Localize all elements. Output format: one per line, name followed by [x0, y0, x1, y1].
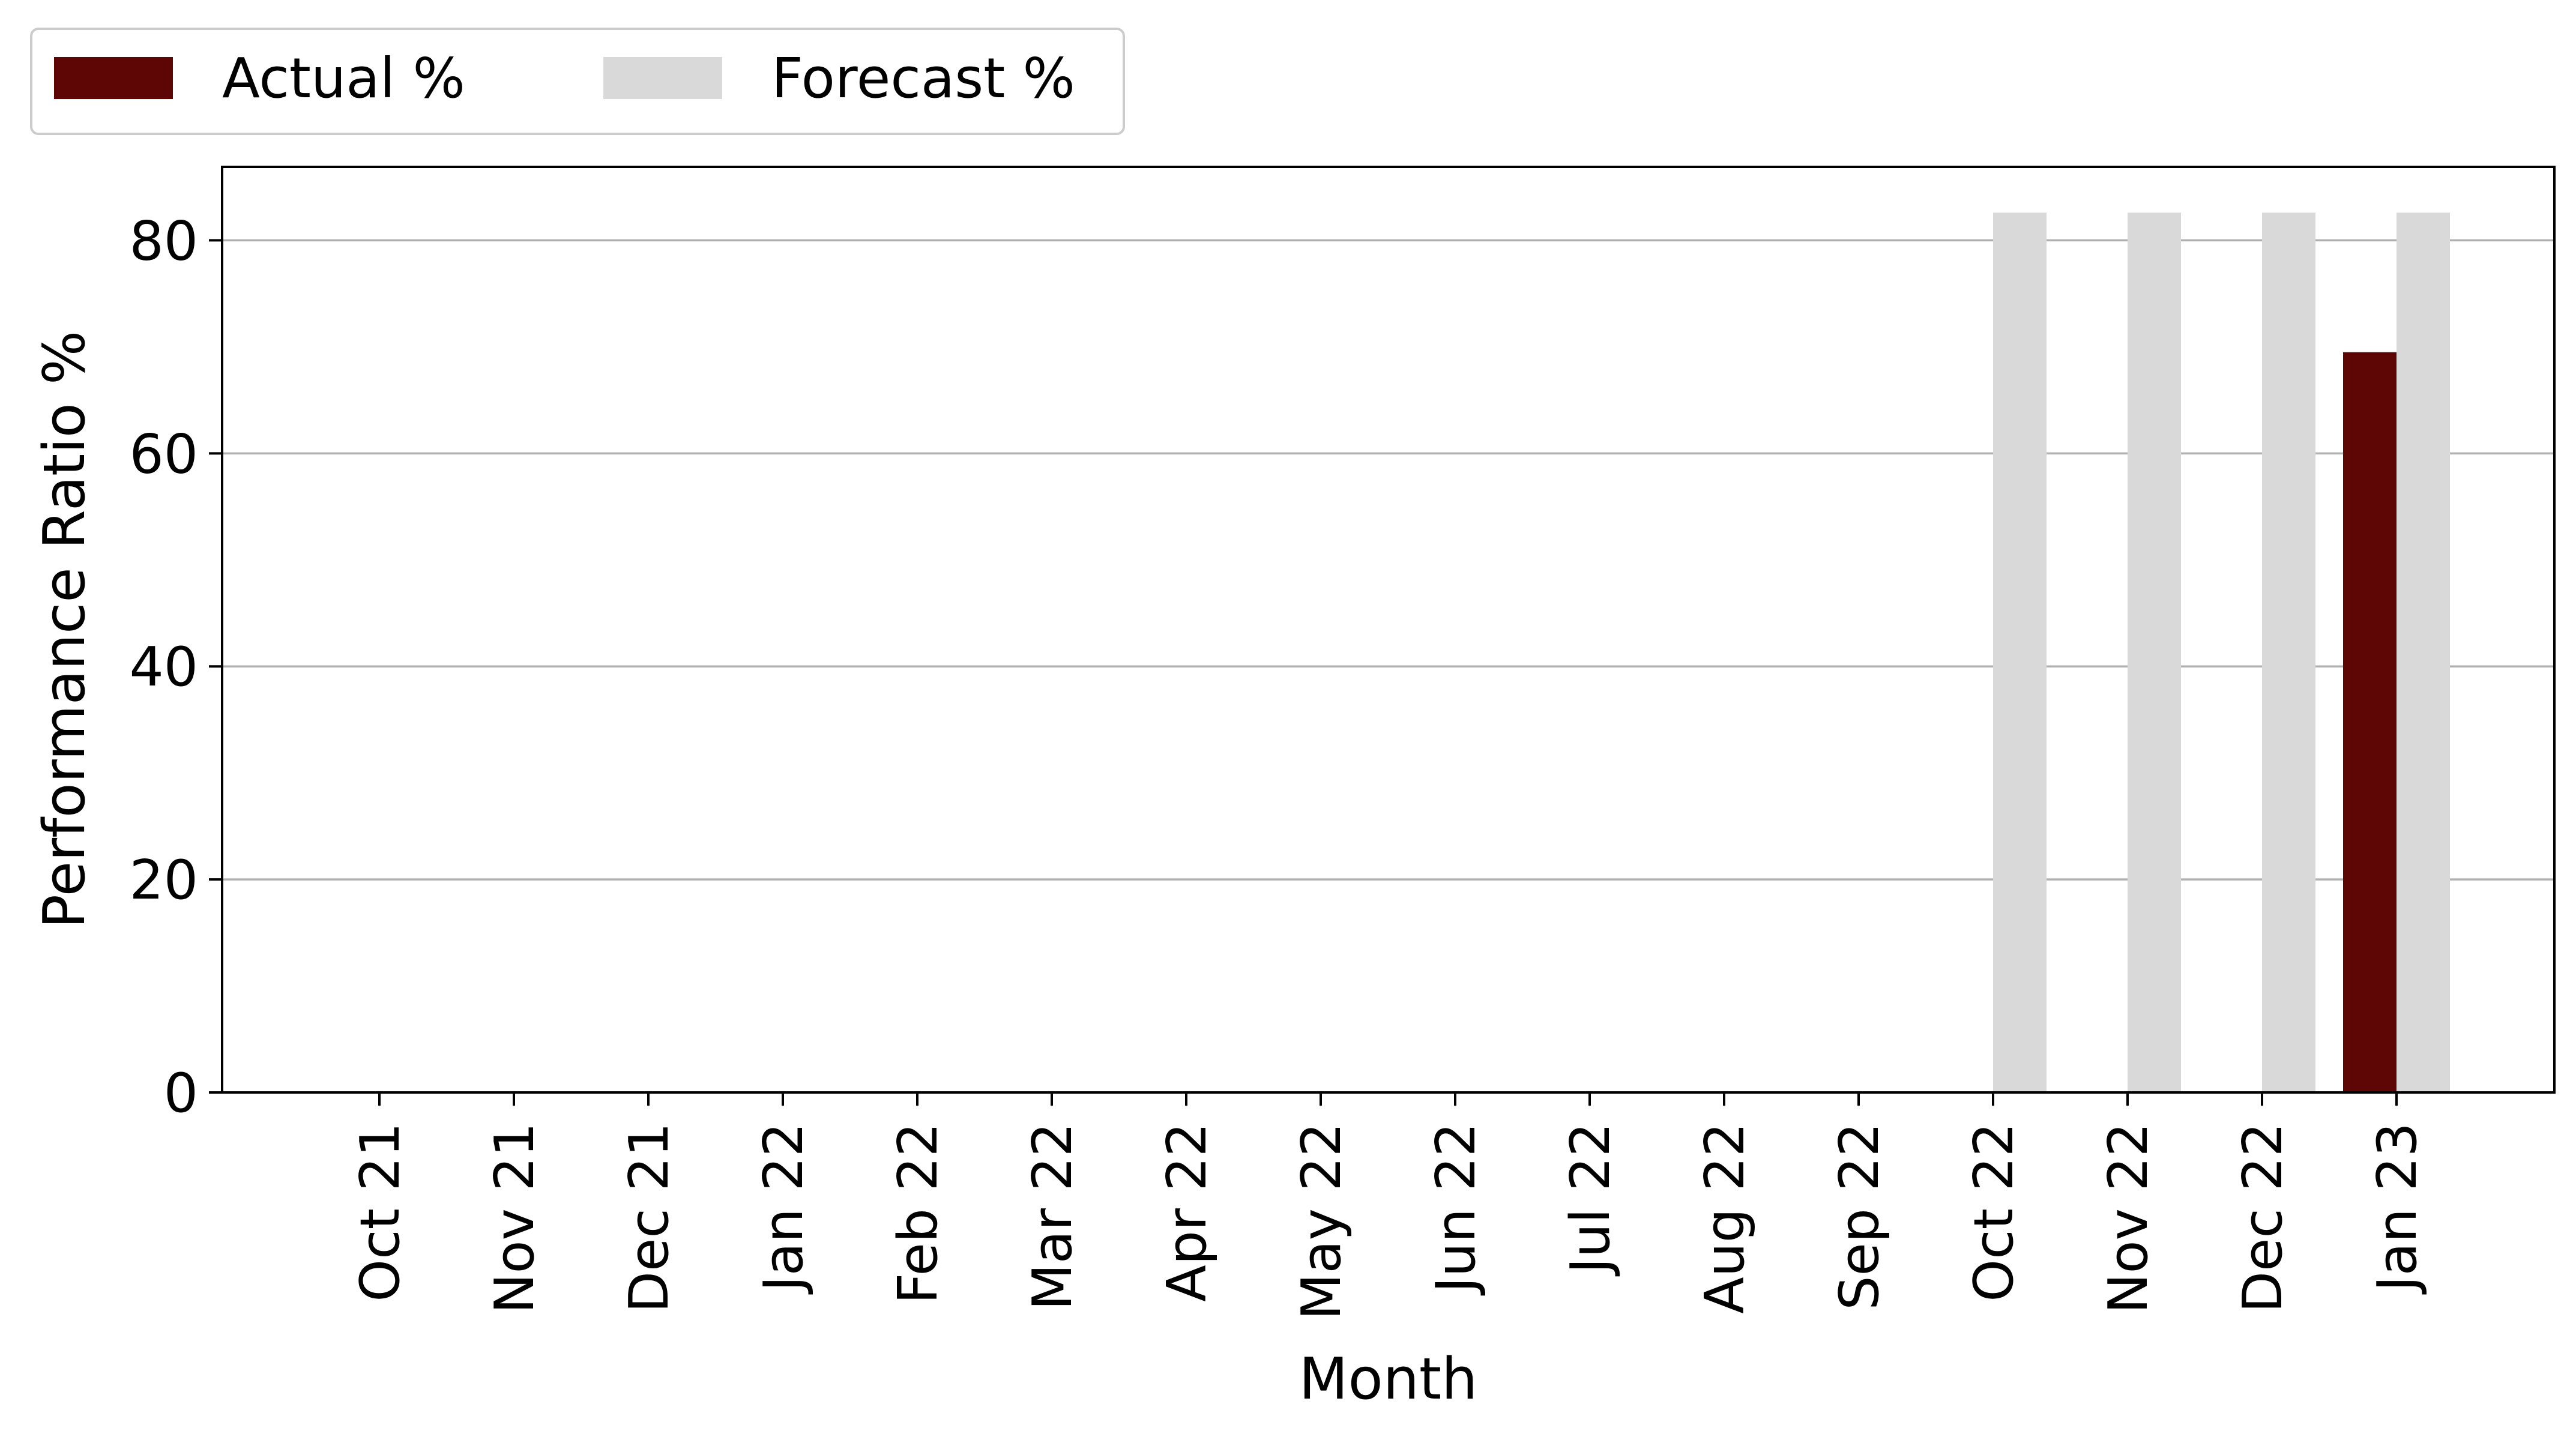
- x-tick-label: Jul 22: [1559, 1122, 1622, 1277]
- x-tick-label: Sep 22: [1828, 1122, 1891, 1310]
- y-tick-label: 60: [129, 423, 198, 486]
- x-tick-label: Nov 22: [2097, 1122, 2160, 1314]
- bar-forecast-oct-22: [1993, 212, 2047, 1092]
- y-tick-label: 20: [129, 849, 198, 912]
- x-tick-label: Oct 21: [349, 1122, 412, 1302]
- legend-swatch-actual: [54, 57, 173, 99]
- x-tick-label: Feb 22: [887, 1122, 950, 1304]
- bar-actual-jan-23: [2343, 352, 2397, 1092]
- x-tick-label: Nov 21: [483, 1122, 546, 1314]
- x-tick-label: Jun 22: [1425, 1122, 1488, 1296]
- y-tick-label: 40: [129, 636, 198, 699]
- x-tick-label: Oct 22: [1962, 1122, 2026, 1302]
- x-axis-ticks: Oct 21 Nov 21 Dec 21 Jan 22 Feb 22 Mar 22 Apr …: [349, 1092, 2429, 1320]
- legend: Actual % Forecast %: [30, 28, 1125, 135]
- bar-forecast-dec-22: [2262, 212, 2315, 1092]
- y-tick-label: 0: [164, 1062, 198, 1125]
- x-tick-label: Jan 23: [2366, 1122, 2429, 1295]
- legend-label-forecast: Forecast %: [771, 46, 1075, 110]
- x-tick-label: Aug 22: [1694, 1122, 1757, 1314]
- legend-items: Actual % Forecast %: [54, 46, 1075, 110]
- legend-box: [30, 28, 1125, 135]
- y-axis-label: Performance Ratio %: [32, 331, 98, 929]
- y-tick-label: 80: [129, 209, 198, 273]
- plot-frame: [221, 166, 2556, 1094]
- y-axis-ticks: 0 20 40 60 80: [129, 209, 222, 1125]
- x-tick-label: Jan 22: [752, 1122, 815, 1295]
- legend-swatch-forecast: [603, 57, 722, 99]
- grid-lines: [222, 239, 2554, 881]
- x-tick-label: Dec 21: [618, 1122, 681, 1313]
- bar-forecast-nov-22: [2128, 212, 2181, 1092]
- x-tick-label: May 22: [1290, 1122, 1353, 1320]
- bar-forecast-jan-23: [2397, 212, 2450, 1092]
- x-tick-label: Dec 22: [2231, 1122, 2294, 1313]
- x-tick-label: Mar 22: [1021, 1122, 1084, 1310]
- x-tick-label: Apr 22: [1156, 1122, 1219, 1302]
- bars: [1993, 212, 2450, 1092]
- legend-label-actual: Actual %: [222, 46, 465, 110]
- x-axis-label: Month: [1299, 1346, 1478, 1412]
